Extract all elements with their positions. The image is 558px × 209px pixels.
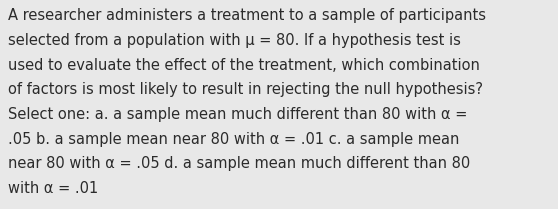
Text: Select one: a. a sample mean much different than 80 with α =: Select one: a. a sample mean much differ… xyxy=(8,107,468,122)
Text: used to evaluate the effect of the treatment, which combination: used to evaluate the effect of the treat… xyxy=(8,58,480,73)
Text: near 80 with α = .05 d. a sample mean much different than 80: near 80 with α = .05 d. a sample mean mu… xyxy=(8,156,470,171)
Text: selected from a population with μ = 80. If a hypothesis test is: selected from a population with μ = 80. … xyxy=(8,33,461,48)
Text: with α = .01: with α = .01 xyxy=(8,181,99,196)
Text: of factors is most likely to result in rejecting the null hypothesis?: of factors is most likely to result in r… xyxy=(8,82,483,97)
Text: A researcher administers a treatment to a sample of participants: A researcher administers a treatment to … xyxy=(8,8,487,23)
Text: .05 b. a sample mean near 80 with α = .01 c. a sample mean: .05 b. a sample mean near 80 with α = .0… xyxy=(8,132,460,147)
